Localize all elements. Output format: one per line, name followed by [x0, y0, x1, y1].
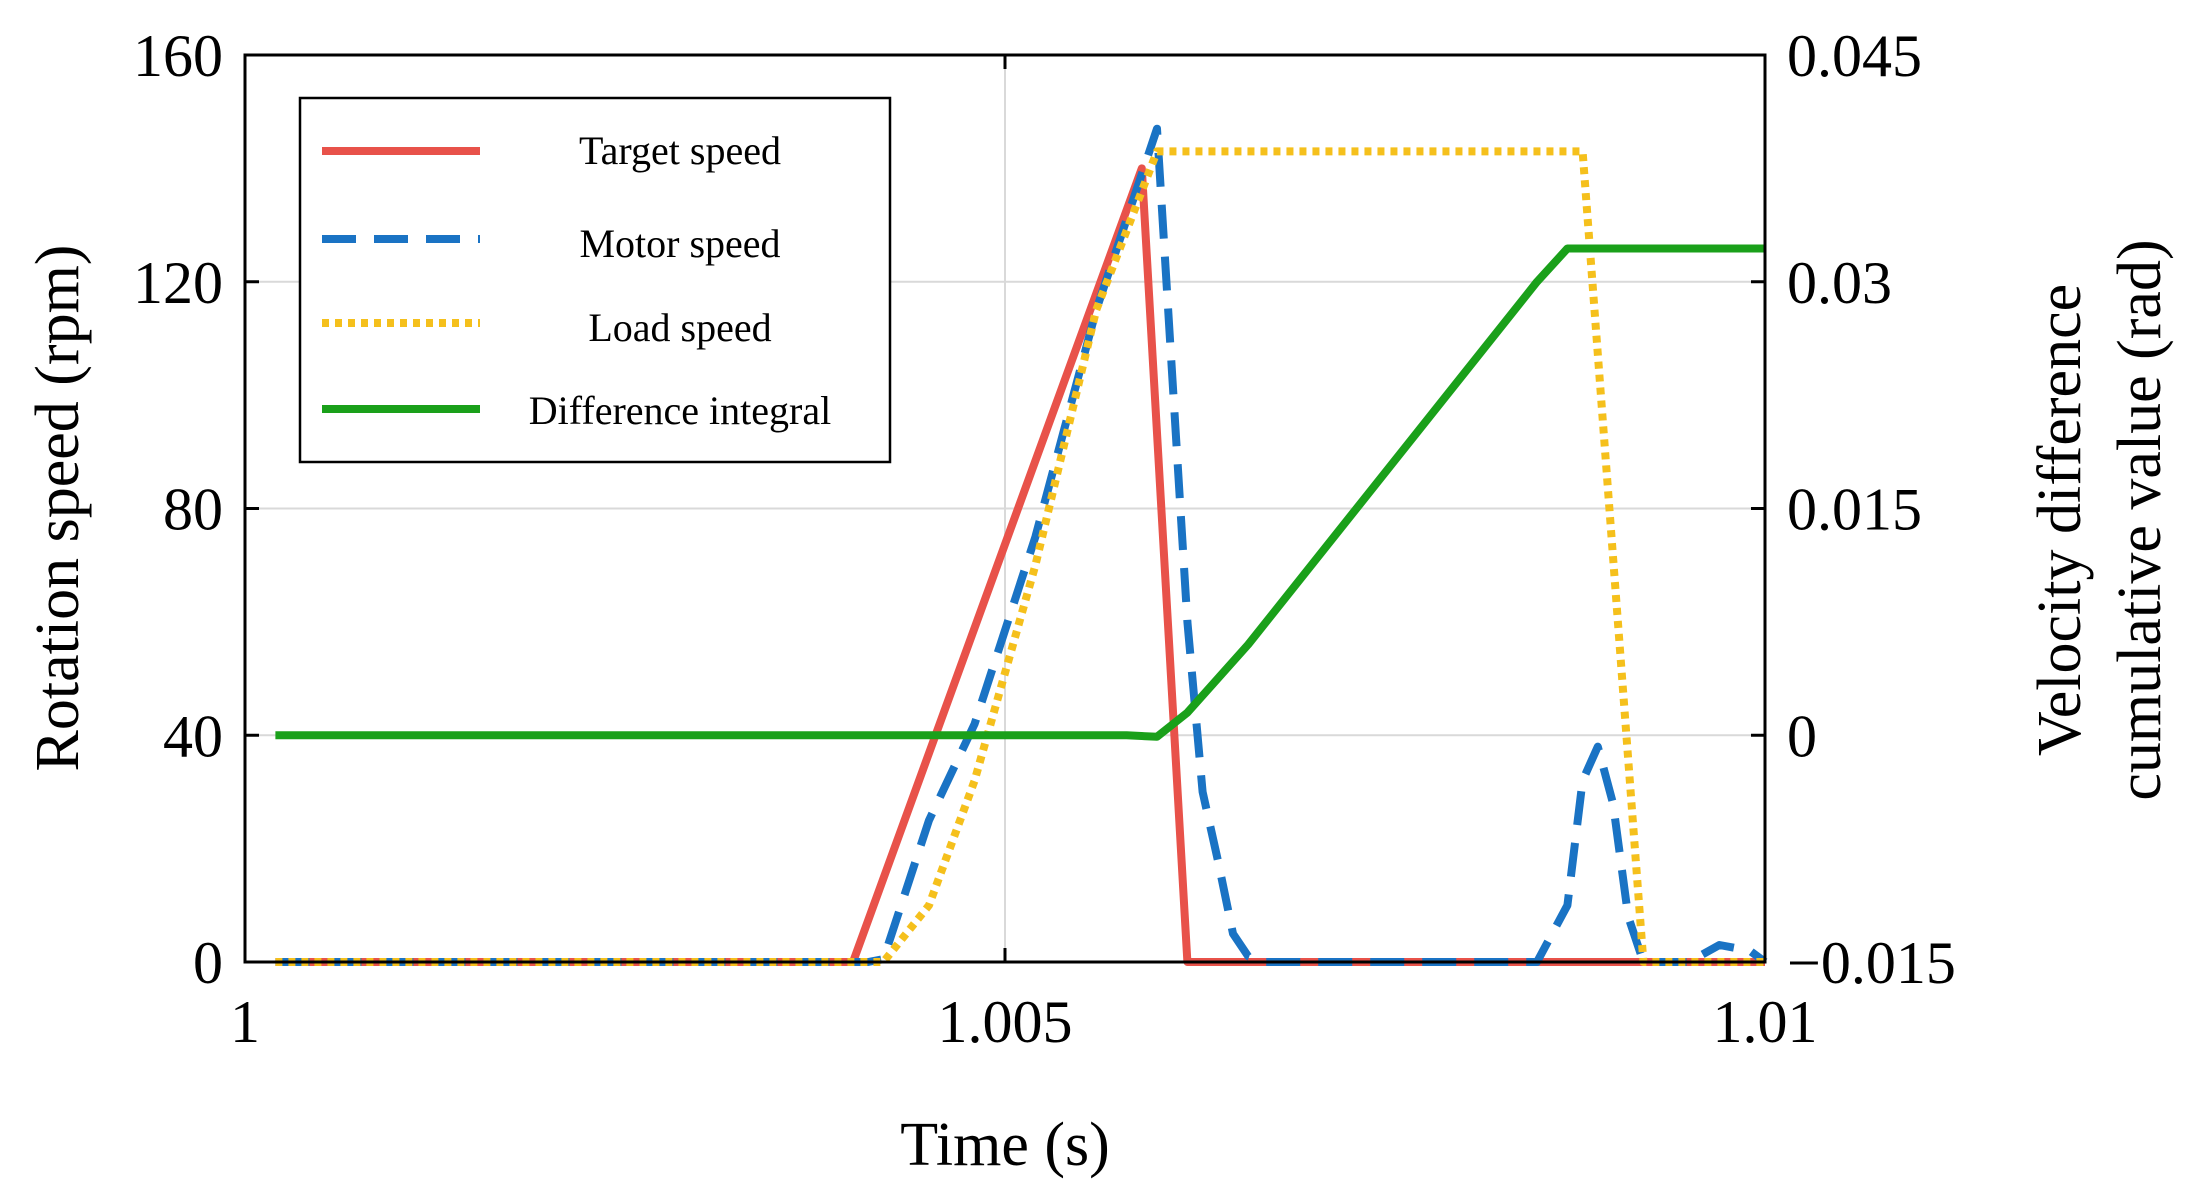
ticks-layer: 1 1.005 1.01 0 40 80 120 160 −0.015 0 0.015 0.03 0.0… — [133, 23, 1956, 1055]
y-left-tick-label-80: 80 — [163, 477, 223, 543]
y-axis-right-title-line-1: Velocity difference — [2026, 284, 2094, 756]
y-left-tick-label-160: 160 — [133, 23, 223, 89]
x-axis-title: Time (s) — [900, 1111, 1110, 1179]
y-right-tick-label-0-015: −0.015 — [1787, 930, 1956, 996]
y-right-tick-label-0: 0 — [1787, 703, 1817, 769]
y-axis-left-title: Rotation speed (rpm) — [24, 245, 92, 772]
y-right-tick-label-0-03: 0.03 — [1787, 250, 1892, 316]
legend-label-motor-speed: Motor speed — [579, 221, 780, 266]
y-right-tick-label-0-045: 0.045 — [1787, 23, 1922, 89]
y-left-tick-label-0: 0 — [193, 930, 223, 996]
series-line-difference-integral — [275, 244, 1765, 741]
x-tick-label-1-01: 1.01 — [1713, 989, 1818, 1055]
x-tick-label-1: 1 — [230, 989, 260, 1055]
x-tick-label-1-005: 1.005 — [938, 989, 1073, 1055]
series-line-load-speed — [275, 147, 1765, 966]
y-left-tick-label-120: 120 — [133, 250, 223, 316]
y-axis-right-title-line-2: cumulative value (rad) — [2106, 239, 2174, 800]
legend: Target speed Motor speed Load speed Diff… — [298, 96, 892, 464]
legend-box — [298, 96, 892, 464]
legend-label-target-speed: Target speed — [579, 128, 781, 173]
y-left-tick-label-40: 40 — [163, 703, 223, 769]
legend-label-load-speed: Load speed — [588, 305, 771, 350]
series-line-motor-speed — [275, 124, 1768, 966]
legend-label-difference-integral: Difference integral — [529, 388, 831, 433]
y-right-tick-label-0-015: 0.015 — [1787, 477, 1922, 543]
